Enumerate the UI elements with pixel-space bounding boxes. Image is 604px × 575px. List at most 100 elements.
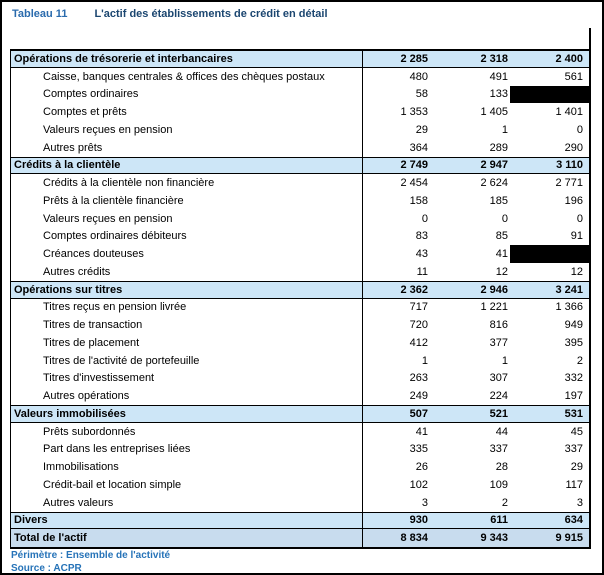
table-section-row: Divers 930 611 634	[11, 511, 589, 530]
value-cell: 949	[564, 319, 583, 332]
value-cell: 44	[495, 425, 508, 438]
value-cell: 263	[409, 372, 428, 385]
row-label: Valeurs reçues en pension	[11, 209, 363, 228]
table-row: Autres prêts 364 289 290	[11, 138, 589, 157]
value-cell: 2 624	[480, 177, 508, 190]
table-row: Crédits à la clientèle non financière 2 4…	[11, 174, 589, 192]
value-cell: 224	[489, 390, 508, 403]
row-label: Autres opérations	[11, 387, 363, 405]
value-cell: 2 285	[400, 52, 428, 65]
table-row: Titres de placement 412 377 395	[11, 334, 589, 352]
page-title: L'actif des établissements de crédit en …	[94, 8, 328, 20]
value-cell: 364	[409, 141, 428, 154]
value-cell: 491	[489, 70, 508, 83]
value-cell: 395	[564, 336, 583, 349]
value-cell: 335	[409, 443, 428, 456]
table-row: Valeurs reçues en pension 0 0 0	[11, 209, 589, 228]
row-label: Autres crédits	[11, 263, 363, 281]
value-cell: 185	[489, 194, 508, 207]
value-cell: 1 221	[480, 301, 508, 314]
value-cell: 634	[564, 514, 583, 527]
row-label: Créances douteuses	[11, 245, 363, 263]
value-cell: 1	[501, 123, 508, 136]
row-label: Crédits à la clientèle non financière	[11, 174, 363, 192]
value-cell: 12	[570, 265, 583, 278]
table-row: Part dans les entreprises liées 335 337 337	[11, 440, 589, 459]
table-total-row: Total de l'actif 8 834 9 343 9 915	[11, 529, 589, 547]
row-label: Titres reçus en pension livrée	[11, 298, 363, 317]
value-cell: 133	[489, 88, 508, 101]
value-cell: 3 110	[556, 159, 583, 172]
table-row: Autres crédits 11 12 12	[11, 263, 589, 281]
value-cell: 3	[421, 496, 428, 509]
table-caption: Tableau 11 L'actif des établissements de…	[12, 8, 328, 20]
value-cell: 29	[570, 461, 583, 474]
table-row: Caisse, banques centrales & offices des …	[11, 67, 589, 86]
row-label: Autres valeurs	[11, 493, 363, 512]
value-cell: 83	[415, 230, 428, 243]
row-label: Comptes ordinaires	[11, 85, 363, 104]
row-label: Crédit-bail et location simple	[11, 476, 363, 494]
value-cell: 2 400	[555, 52, 583, 65]
row-label: Total de l'actif	[11, 529, 363, 547]
table-row: Titres de transaction 720 816 949	[11, 316, 589, 334]
value-cell: 377	[489, 336, 508, 349]
value-cell: 29	[415, 123, 428, 136]
row-label: Comptes ordinaires débiteurs	[11, 227, 363, 246]
value-cell: 196	[564, 194, 583, 207]
value-cell: 332	[564, 372, 583, 385]
table-row: Autres opérations 249 224 197	[11, 387, 589, 405]
table-row: Immobilisations 26 28 29	[11, 458, 589, 476]
value-cell: 1 405	[480, 106, 508, 119]
value-cell: 720	[409, 319, 428, 332]
value-cell: 307	[489, 372, 508, 385]
footnote-perimetre: Périmètre : Ensemble de l'activité	[11, 550, 171, 561]
value-cell: 249	[409, 390, 428, 403]
value-cell: 1 366	[555, 301, 583, 314]
value-cell: 717	[409, 301, 428, 314]
value-cell: 197	[564, 390, 583, 403]
row-label: Crédits à la clientèle	[11, 157, 363, 174]
value-cell: 2 947	[480, 159, 508, 172]
value-cell: 91	[570, 230, 583, 243]
value-cell: 480	[409, 70, 428, 83]
row-label: Opérations de trésorerie et interbancair…	[11, 51, 363, 67]
value-cell: 158	[409, 194, 428, 207]
value-cell: 43	[415, 248, 428, 261]
value-cell: 3	[576, 496, 583, 509]
table-right-border-stub	[589, 28, 591, 49]
value-cell: 0	[576, 123, 583, 136]
table-section-row: Opérations de trésorerie et interbancair…	[11, 50, 589, 68]
value-cell: 109	[489, 478, 508, 491]
value-cell: 117	[565, 478, 583, 491]
value-cell: 58	[415, 88, 428, 101]
table-row: Titres d'investissement 263 307 332	[11, 369, 589, 388]
value-cell: 816	[489, 319, 508, 332]
value-cell: 12	[495, 265, 508, 278]
row-label: Titres de placement	[11, 334, 363, 352]
redacted-cell	[510, 85, 589, 104]
value-cell: 0	[421, 212, 428, 225]
row-label: Autres prêts	[11, 138, 363, 157]
value-cell: 2 318	[480, 52, 508, 65]
value-cell: 337	[489, 443, 508, 456]
value-cell: 85	[495, 230, 508, 243]
value-cell: 561	[564, 70, 583, 83]
value-cell: 9 915	[555, 532, 583, 545]
row-label: Titres de transaction	[11, 316, 363, 334]
redacted-cell	[510, 245, 589, 263]
table-section-row: Valeurs immobilisées 507 521 531	[11, 405, 589, 423]
row-label: Prêts à la clientèle financière	[11, 192, 363, 210]
value-cell: 531	[564, 407, 583, 420]
value-cell: 3 241	[555, 283, 583, 296]
value-cell: 2 946	[480, 283, 508, 296]
footnotes: Périmètre : Ensemble de l'activité Sourc…	[11, 550, 171, 573]
table-section-row: Opérations sur titres 2 362 2 946 3 241	[11, 280, 589, 299]
value-cell: 1	[501, 354, 508, 367]
value-cell: 2	[501, 496, 508, 509]
value-cell: 2	[576, 354, 583, 367]
row-label: Titres d'investissement	[11, 369, 363, 388]
table-row: Valeurs reçues en pension 29 1 0	[11, 121, 589, 139]
value-cell: 45	[570, 425, 583, 438]
